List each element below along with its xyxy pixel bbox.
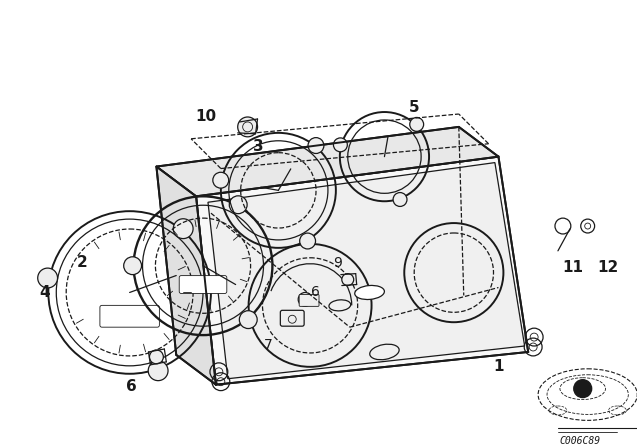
Text: C006C89: C006C89: [560, 436, 601, 446]
Circle shape: [173, 219, 193, 239]
Circle shape: [237, 117, 257, 137]
Circle shape: [342, 274, 354, 285]
FancyBboxPatch shape: [280, 310, 304, 326]
Circle shape: [574, 380, 591, 397]
Ellipse shape: [355, 285, 385, 300]
Polygon shape: [196, 157, 528, 385]
Circle shape: [393, 193, 407, 207]
Circle shape: [239, 311, 257, 328]
Text: 10: 10: [195, 109, 216, 125]
Circle shape: [124, 257, 141, 275]
Circle shape: [333, 138, 348, 152]
Circle shape: [298, 293, 312, 306]
Text: 11: 11: [563, 260, 583, 275]
Polygon shape: [156, 127, 499, 196]
Circle shape: [229, 196, 247, 214]
Text: 7: 7: [264, 338, 273, 352]
Text: 3: 3: [253, 139, 264, 154]
Circle shape: [148, 361, 168, 381]
Text: 6: 6: [126, 379, 137, 394]
Polygon shape: [156, 167, 216, 385]
FancyBboxPatch shape: [179, 276, 227, 293]
Circle shape: [38, 268, 58, 288]
Text: 1: 1: [493, 359, 504, 375]
Polygon shape: [208, 163, 525, 379]
Circle shape: [213, 172, 228, 188]
Circle shape: [150, 350, 163, 364]
FancyBboxPatch shape: [100, 306, 159, 327]
Text: 12: 12: [597, 260, 618, 275]
Circle shape: [308, 138, 324, 154]
Text: 4: 4: [39, 285, 50, 300]
Text: 9: 9: [333, 256, 342, 270]
Text: 5: 5: [409, 99, 419, 115]
Circle shape: [300, 233, 316, 249]
Text: 6: 6: [310, 285, 319, 299]
Text: 2: 2: [77, 255, 88, 270]
Circle shape: [410, 117, 424, 131]
FancyBboxPatch shape: [299, 294, 319, 306]
